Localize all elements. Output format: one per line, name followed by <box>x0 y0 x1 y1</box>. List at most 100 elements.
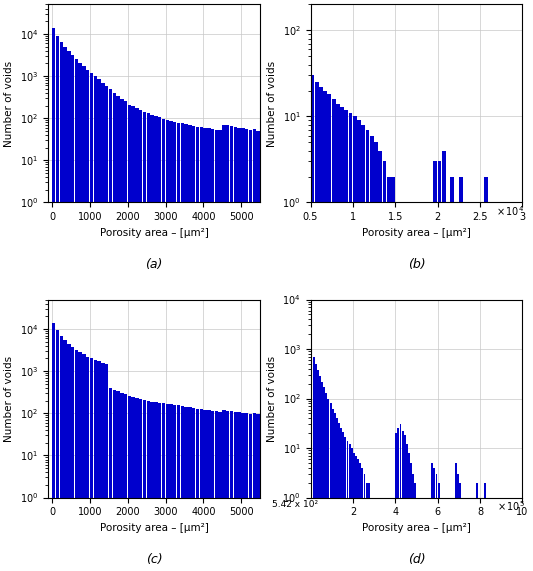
Bar <box>237 127 241 571</box>
Bar <box>507 497 510 571</box>
Text: 5.42 x 10²: 5.42 x 10² <box>272 500 319 509</box>
Bar <box>355 456 357 571</box>
Bar <box>346 441 349 571</box>
Bar <box>387 497 389 571</box>
Bar <box>173 122 176 571</box>
Bar <box>340 428 342 571</box>
Bar <box>147 401 150 571</box>
Bar <box>433 162 437 571</box>
Bar <box>75 59 78 571</box>
Bar <box>336 419 338 571</box>
Bar <box>510 203 513 571</box>
Bar <box>177 405 180 571</box>
Bar <box>402 431 403 571</box>
Bar <box>215 411 218 571</box>
Bar <box>124 102 127 571</box>
Bar <box>184 407 188 571</box>
Bar <box>181 123 184 571</box>
Bar <box>143 400 146 571</box>
Bar <box>184 124 188 571</box>
Bar <box>389 497 391 571</box>
Bar <box>135 398 139 571</box>
Bar <box>489 497 490 571</box>
Bar <box>177 123 180 571</box>
Bar <box>188 125 192 571</box>
Bar <box>173 405 176 571</box>
Bar <box>450 176 454 571</box>
Bar <box>378 497 380 571</box>
Text: (c): (c) <box>146 553 163 566</box>
Bar <box>181 406 184 571</box>
Bar <box>391 176 395 571</box>
Bar <box>512 497 514 571</box>
Bar <box>520 497 522 571</box>
Bar <box>166 404 169 571</box>
Bar <box>219 412 222 571</box>
Text: $\times\,10^4$: $\times\,10^4$ <box>496 204 524 218</box>
Bar <box>315 364 317 571</box>
Bar <box>215 130 218 571</box>
Text: (b): (b) <box>408 258 425 271</box>
Bar <box>463 497 465 571</box>
Bar <box>135 108 139 571</box>
Bar <box>237 412 241 571</box>
Bar <box>433 468 435 571</box>
Bar <box>378 151 382 571</box>
Bar <box>94 360 97 571</box>
Bar <box>364 474 366 571</box>
Bar <box>82 66 86 571</box>
Bar <box>311 75 314 571</box>
Bar <box>112 390 116 571</box>
Bar <box>245 130 248 571</box>
Bar <box>418 497 421 571</box>
Bar <box>351 448 353 571</box>
Bar <box>349 113 352 571</box>
Bar <box>101 83 104 571</box>
Bar <box>338 423 340 571</box>
Bar <box>90 73 93 571</box>
X-axis label: Porosity area – [μm²]: Porosity area – [μm²] <box>362 523 471 533</box>
Bar <box>497 203 501 571</box>
Y-axis label: Number of voids: Number of voids <box>4 61 14 147</box>
Bar <box>139 110 142 571</box>
Bar <box>132 397 135 571</box>
Bar <box>253 129 256 571</box>
Bar <box>412 203 416 571</box>
Bar <box>211 129 214 571</box>
Bar <box>78 63 82 571</box>
Bar <box>325 393 327 571</box>
Bar <box>192 408 196 571</box>
Bar <box>459 176 463 571</box>
Bar <box>116 392 120 571</box>
Bar <box>166 120 169 571</box>
Bar <box>249 413 252 571</box>
Bar <box>353 453 355 571</box>
Bar <box>344 110 348 571</box>
Bar <box>132 106 135 571</box>
Bar <box>416 497 418 571</box>
Bar <box>448 497 450 571</box>
Bar <box>357 120 361 571</box>
Bar <box>455 203 458 571</box>
Bar <box>124 395 127 571</box>
Bar <box>105 364 108 571</box>
Bar <box>374 142 378 571</box>
Bar <box>158 117 161 571</box>
Bar <box>344 437 346 571</box>
Bar <box>361 468 364 571</box>
Bar <box>226 125 229 571</box>
Bar <box>446 203 450 571</box>
Bar <box>94 76 97 571</box>
Bar <box>357 459 359 571</box>
Bar <box>484 482 486 571</box>
Bar <box>391 497 393 571</box>
Bar <box>505 497 507 571</box>
Y-axis label: Number of voids: Number of voids <box>267 61 277 147</box>
Bar <box>222 410 225 571</box>
Bar <box>484 176 488 571</box>
Bar <box>425 203 429 571</box>
Bar <box>381 497 382 571</box>
Bar <box>161 119 165 571</box>
Bar <box>332 409 334 571</box>
Bar <box>329 403 332 571</box>
